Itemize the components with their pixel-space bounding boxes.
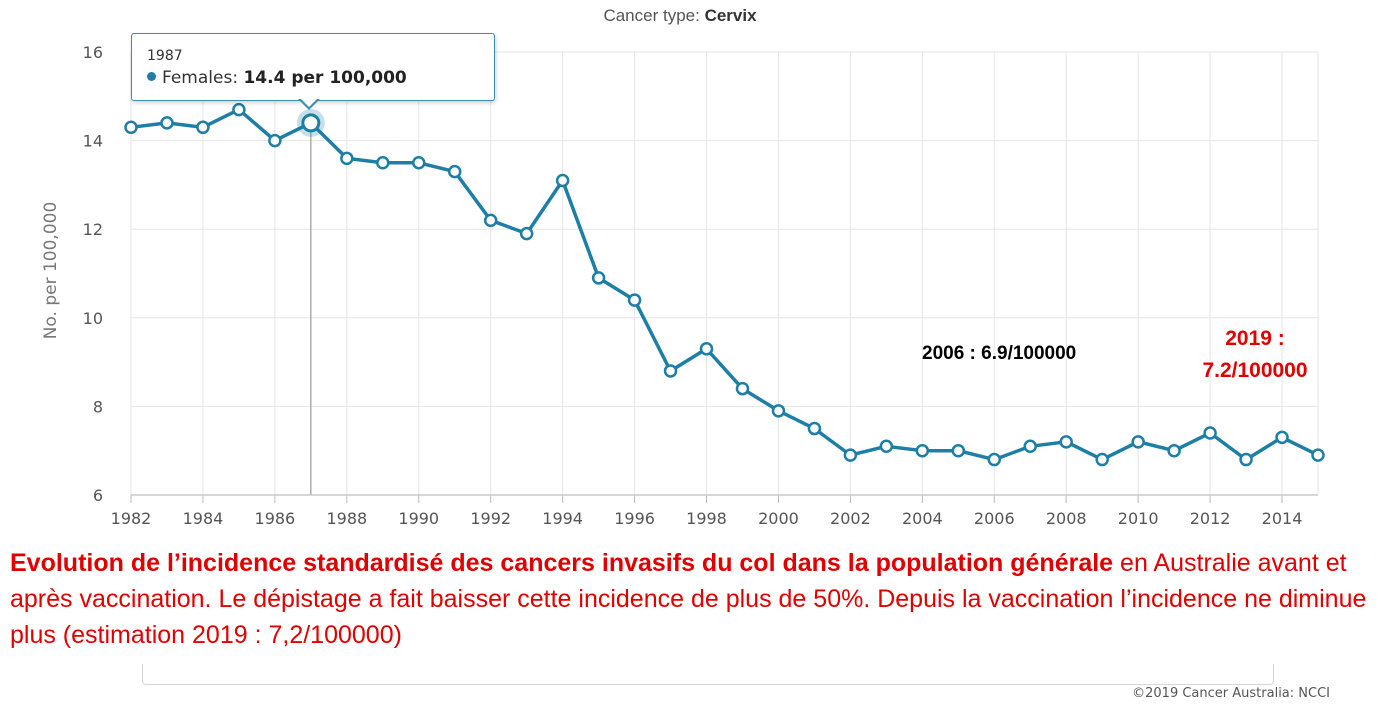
x-tick-label: 1990 [398, 509, 439, 528]
data-point [340, 151, 354, 166]
tooltip-series-label: Females: [162, 68, 244, 88]
annotation-2019-line2: 7.2/100000 [1202, 359, 1308, 382]
x-tick-label: 1992 [470, 509, 511, 528]
data-point [915, 443, 930, 458]
data-point [1167, 443, 1181, 458]
data-point [1023, 439, 1037, 454]
y-axis-label: No. per 100,000 [41, 202, 61, 340]
data-point [196, 120, 210, 135]
y-tick-label: 14 [83, 132, 103, 151]
data-point [987, 452, 1002, 467]
x-tick-label: 2004 [902, 509, 943, 528]
annotation-2019-line1: 2019 : [1225, 327, 1285, 350]
data-point [879, 439, 894, 454]
data-point [1275, 430, 1289, 445]
caption-rest: en Australie avant et après vaccination.… [10, 549, 1367, 649]
tooltip-arrow-inner [300, 98, 318, 107]
data-point [1239, 452, 1253, 467]
data-point [268, 133, 282, 148]
data-point [1311, 448, 1325, 462]
data-point [124, 120, 138, 135]
data-point [1131, 435, 1145, 449]
x-tick-label: 1984 [183, 509, 224, 528]
data-point [483, 213, 498, 228]
data-point [376, 156, 390, 170]
x-tick-label: 1982 [111, 509, 152, 528]
figure-caption: Evolution de l’incidence standardisé des… [10, 545, 1380, 653]
tooltip-value: 14.4 per 100,000 [243, 68, 407, 88]
x-tick-label: 2008 [1046, 509, 1087, 528]
data-point [807, 421, 822, 436]
data-point [160, 116, 174, 130]
x-tick-label: 2002 [830, 509, 871, 528]
data-point [843, 448, 858, 462]
panel-border [142, 664, 1274, 685]
data-point [519, 226, 534, 241]
y-tick-label: 12 [83, 220, 103, 239]
x-tick-label: 2010 [1118, 509, 1159, 528]
caption-bold: Evolution de l’incidence standardisé des… [10, 549, 1114, 577]
data-point [663, 364, 678, 378]
copyright-text: ©2019 Cancer Australia: NCCI [1132, 686, 1330, 701]
x-tick-label: 2012 [1190, 509, 1231, 528]
tooltip-year: 1987 [147, 48, 183, 64]
data-point [1203, 426, 1217, 440]
x-tick-label: 2000 [758, 509, 799, 528]
x-tick-label: 1994 [542, 509, 583, 528]
series-dot-icon [147, 72, 156, 81]
x-tick-label: 1996 [614, 509, 655, 528]
data-point [735, 381, 750, 396]
data-point [555, 173, 570, 188]
annotation-2019: 2019 : 7.2/100000 [1180, 323, 1330, 387]
x-tick-label: 1988 [326, 509, 367, 528]
annotation-2006: 2006 : 6.9/100000 [922, 343, 1077, 364]
tooltip-row: Females: 14.4 per 100,000 [147, 68, 407, 88]
chart-title: Cancer type: Cervix [603, 6, 757, 25]
data-point [447, 164, 462, 179]
line-chart: 6 8 10 12 14 16 1982 1984 1986 1988 1990 1992 1994 19… [41, 43, 1325, 528]
y-tick-label: 10 [83, 309, 103, 328]
x-tick-label: 2014 [1262, 509, 1303, 528]
data-point [1059, 435, 1073, 449]
data-point [627, 293, 642, 307]
series-line-females [130, 107, 1319, 462]
data-point [771, 404, 786, 418]
data-point [591, 271, 606, 285]
data-point [412, 156, 426, 170]
x-tick-label: 2006 [974, 509, 1015, 528]
x-tick-label: 1998 [686, 509, 727, 528]
highlight-point [301, 113, 321, 133]
data-point [1095, 452, 1109, 467]
y-tick-label: 16 [83, 43, 103, 62]
y-tick-label: 8 [93, 397, 103, 416]
x-tick-label: 1986 [255, 509, 296, 528]
data-point [232, 102, 246, 117]
data-point [699, 342, 714, 356]
y-tick-label: 6 [93, 486, 103, 505]
data-point [951, 443, 966, 458]
data-tooltip: 1987 Females: 14.4 per 100,000 [131, 33, 495, 101]
